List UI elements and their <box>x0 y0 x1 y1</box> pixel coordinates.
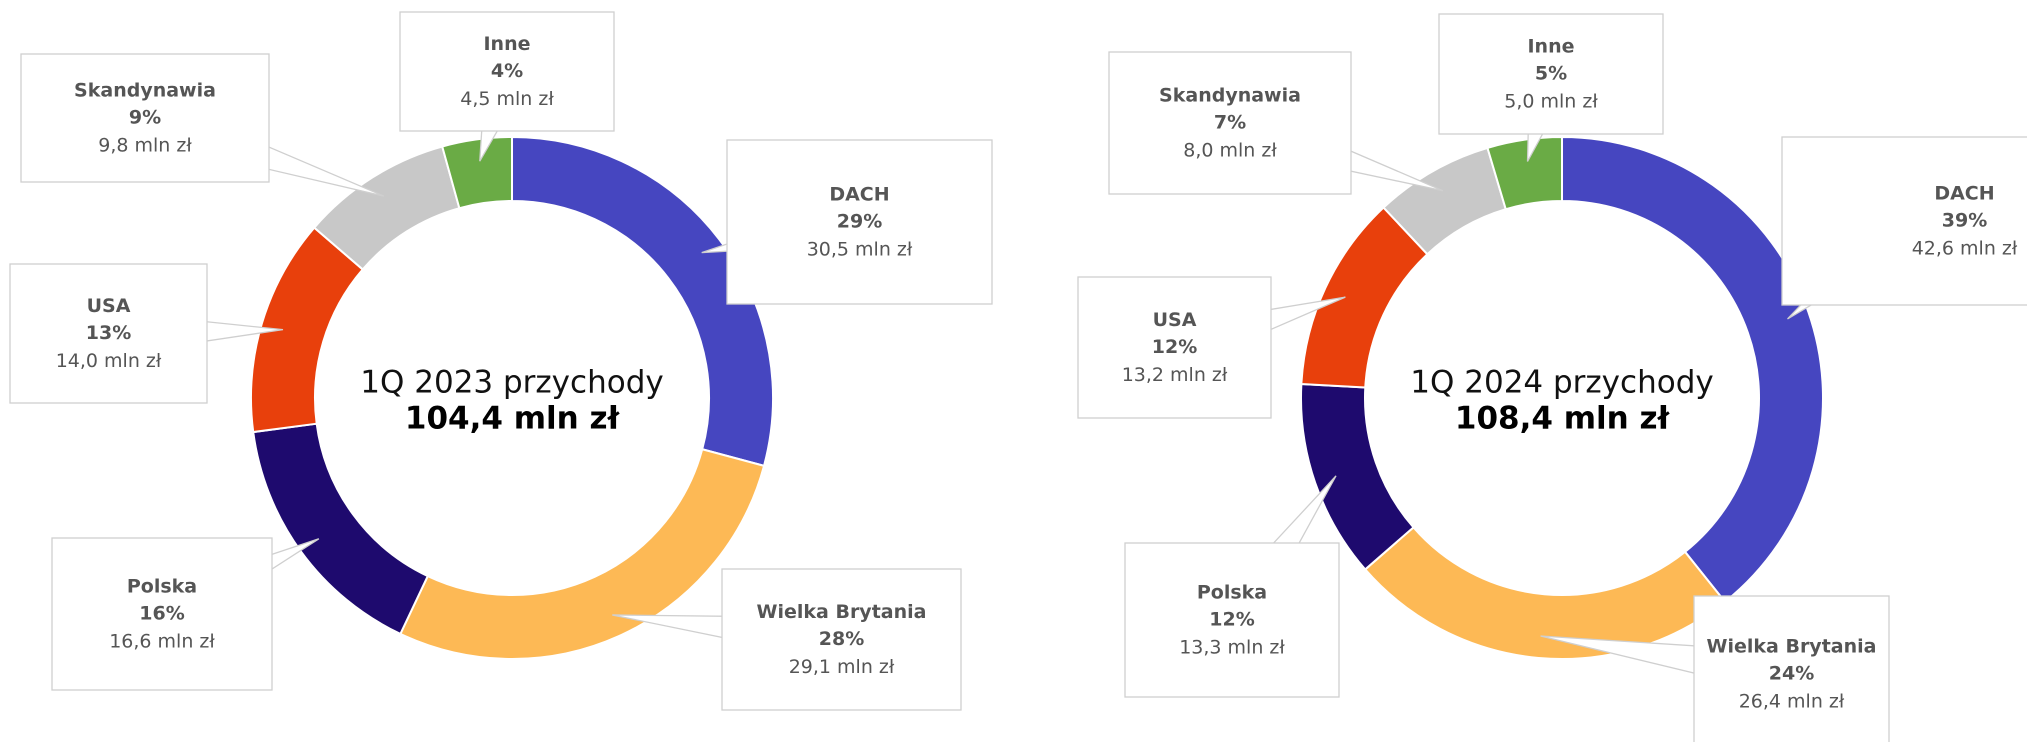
callout-box <box>1438 13 1664 135</box>
donut-slice <box>252 422 430 636</box>
donut-slice <box>1561 135 1824 604</box>
category-label: DACH <box>1934 183 1994 205</box>
percent-label: 29% <box>837 211 882 233</box>
callout-box <box>1124 542 1340 698</box>
percent-label: 5% <box>1535 63 1567 85</box>
percent-label: 7% <box>1214 112 1246 134</box>
amount-label: 26,4 mln zł <box>1739 691 1845 713</box>
amount-label: 16,6 mln zł <box>109 631 215 653</box>
category-label: DACH <box>829 184 889 206</box>
category-label: USA <box>87 295 131 317</box>
donut-slice <box>511 135 774 468</box>
donut-slice <box>1486 135 1563 211</box>
amount-label: 9,8 mln zł <box>98 135 192 157</box>
donut-slice <box>1299 382 1415 571</box>
category-label: Wielka Brytania <box>1707 636 1877 658</box>
callout-box <box>1781 136 2027 306</box>
percent-label: 39% <box>1942 210 1987 232</box>
callout-box <box>9 263 208 404</box>
amount-label: 13,2 mln zł <box>1122 364 1228 386</box>
amount-label: 29,1 mln zł <box>789 656 895 678</box>
amount-label: 8,0 mln zł <box>1183 140 1277 162</box>
percent-label: 13% <box>86 322 131 344</box>
callout-box <box>1077 276 1272 419</box>
category-label: Skandynawia <box>1159 85 1301 107</box>
chart-title: 1Q 2024 przychody <box>1410 365 1713 401</box>
percent-label: 28% <box>819 628 864 650</box>
donut-slice <box>1363 525 1727 660</box>
percent-label: 4% <box>491 60 523 82</box>
percent-label: 9% <box>129 107 161 129</box>
category-label: Wielka Brytania <box>757 601 927 623</box>
total-label: 108,4 mln zł <box>1455 401 1671 437</box>
category-label: Inne <box>483 33 530 55</box>
donut-slice <box>441 135 513 210</box>
amount-label: 4,5 mln zł <box>460 88 554 110</box>
chart-title: 1Q 2023 przychody <box>360 365 663 401</box>
callout-box <box>51 537 273 691</box>
callout-box <box>20 53 270 183</box>
category-label: Inne <box>1527 36 1574 58</box>
percent-label: 24% <box>1769 663 1814 685</box>
percent-label: 16% <box>139 603 184 625</box>
amount-label: 14,0 mln zł <box>56 350 162 372</box>
category-label: Skandynawia <box>74 80 216 102</box>
category-label: USA <box>1153 309 1197 331</box>
percent-label: 12% <box>1152 336 1197 358</box>
category-label: Polska <box>127 576 197 598</box>
amount-label: 42,6 mln zł <box>1912 238 2018 260</box>
category-label: Polska <box>1197 582 1267 604</box>
callout-box <box>726 139 993 305</box>
percent-label: 12% <box>1209 609 1254 631</box>
callout-box <box>1108 51 1352 195</box>
callout-box <box>399 11 615 132</box>
callout-box <box>721 568 962 711</box>
amount-label: 30,5 mln zł <box>807 239 913 261</box>
amount-label: 13,3 mln zł <box>1179 637 1285 659</box>
callout-box <box>1693 595 1890 742</box>
amount-label: 5,0 mln zł <box>1504 91 1598 113</box>
total-label: 104,4 mln zł <box>405 401 621 437</box>
